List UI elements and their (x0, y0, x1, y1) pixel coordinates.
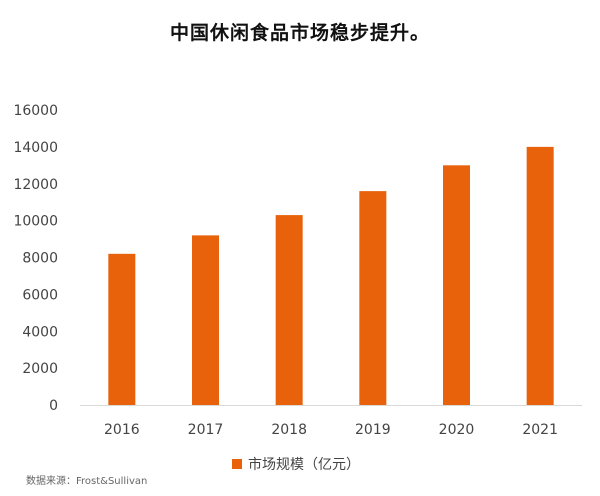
x-tick-label: 2018 (271, 422, 307, 438)
y-tick-label: 14000 (13, 140, 58, 156)
chart-title: 中国休闲食品市场稳步提升。 (169, 22, 430, 44)
bar-series (108, 146, 554, 405)
x-tick-label: 2020 (439, 422, 475, 438)
bar-2020 (443, 165, 470, 405)
y-tick-label: 10000 (13, 214, 58, 230)
legend: 市场规模（亿元） (232, 454, 360, 474)
x-tick-label: 2019 (355, 422, 391, 438)
x-tick-label: 2017 (188, 422, 224, 438)
bar-2021 (526, 146, 554, 405)
bar-2019 (359, 191, 387, 405)
y-axis-ticks: 0 2000 4000 6000 8000 10000 12000 14000 16000 (13, 103, 58, 414)
y-tick-label: 4000 (22, 324, 58, 340)
y-tick-label: 2000 (22, 361, 58, 377)
legend-swatch (232, 459, 242, 469)
bar-2016 (108, 253, 136, 405)
bar-2017 (192, 235, 219, 405)
x-axis-ticks: 2016 2017 2018 2019 2020 2021 (104, 422, 558, 438)
y-tick-label: 16000 (13, 103, 58, 119)
y-tick-label: 12000 (13, 177, 58, 193)
y-tick-label: 8000 (22, 251, 58, 267)
x-tick-label: 2021 (522, 422, 558, 438)
bar-2018 (275, 215, 303, 405)
x-tick-label: 2016 (104, 422, 140, 438)
y-tick-label: 0 (49, 398, 58, 414)
legend-label: 市场规模（亿元） (248, 457, 360, 473)
y-tick-label: 6000 (22, 287, 58, 303)
source-note: 数据来源：Frost&Sullivan (26, 476, 148, 487)
